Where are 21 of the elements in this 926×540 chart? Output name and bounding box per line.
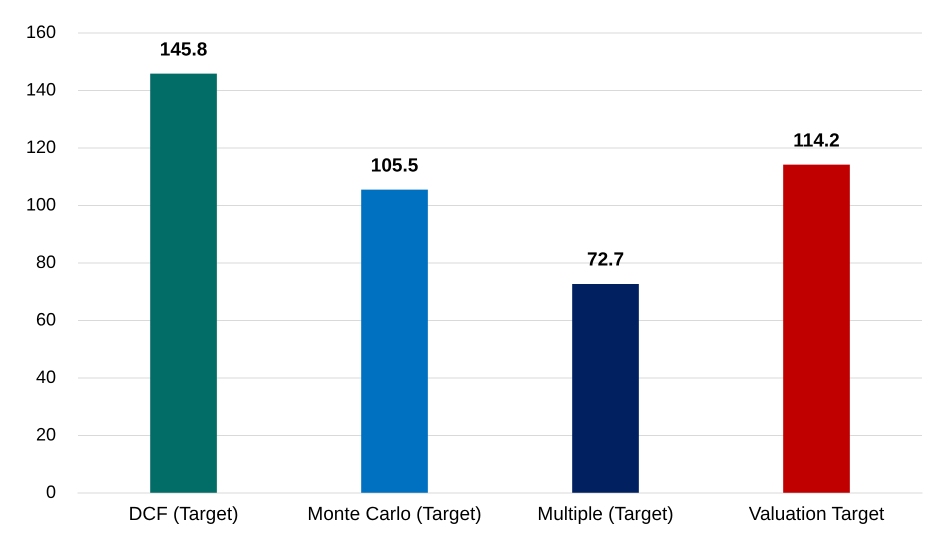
y-tick-label: 40: [36, 367, 56, 388]
data-label: 105.5: [370, 155, 419, 176]
x-tick-label: Multiple (Target): [537, 504, 674, 525]
bar: [783, 164, 850, 493]
y-tick-label: 100: [26, 194, 56, 214]
y-tick-label: 160: [26, 22, 56, 42]
y-tick-label: 80: [36, 252, 56, 272]
x-tick-label: DCF (Target): [128, 504, 238, 525]
y-tick-label: 120: [26, 136, 56, 157]
y-tick-label: 60: [36, 310, 56, 330]
bar: [361, 190, 428, 493]
data-label: 145.8: [160, 39, 208, 60]
bar: [150, 74, 217, 493]
y-tick-label: 20: [36, 424, 56, 445]
data-label: 114.2: [793, 130, 840, 152]
data-label: 72.7: [587, 250, 624, 271]
bar: [572, 284, 639, 493]
x-tick-label: Valuation Target: [748, 504, 886, 525]
y-tick-label: 140: [26, 79, 56, 100]
x-tick-label: Monte Carlo (Target): [307, 504, 482, 525]
y-tick-label: 0: [46, 482, 56, 502]
